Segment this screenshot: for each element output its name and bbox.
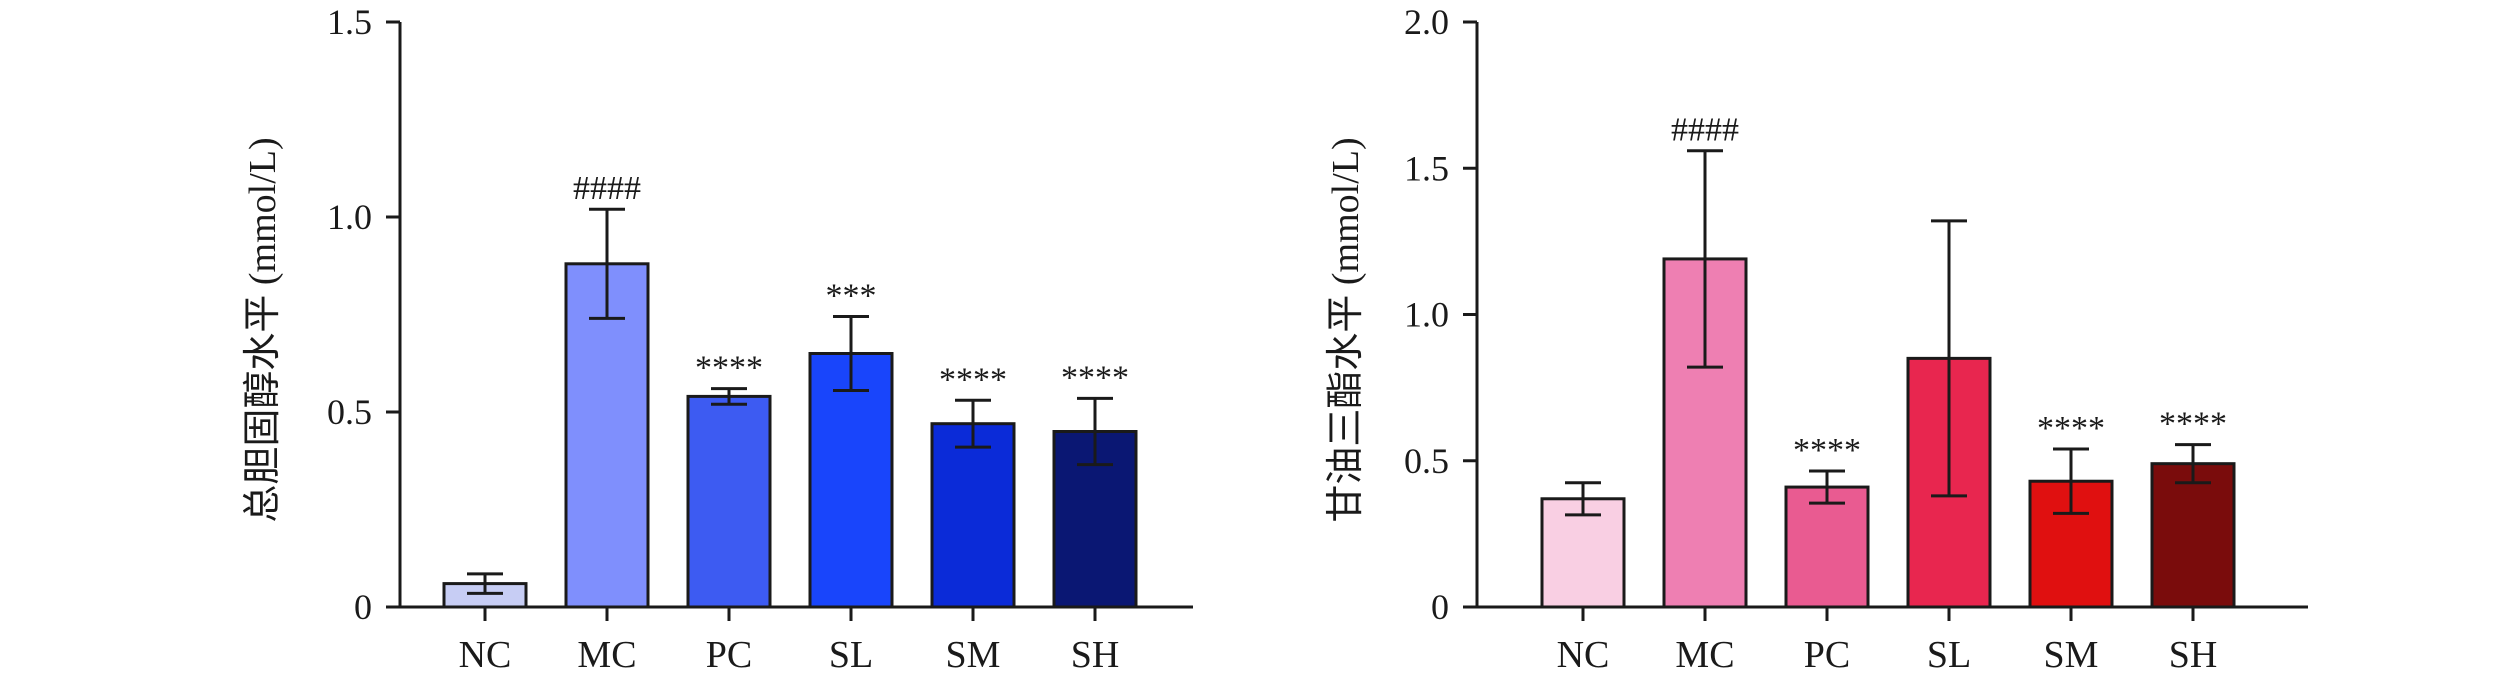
x-tick-label: SM	[946, 634, 1001, 676]
bar-mc	[564, 262, 650, 609]
bar-pc	[1784, 485, 1870, 609]
x-tick-label: SL	[1927, 634, 1971, 676]
bar-sm	[930, 422, 1016, 609]
significance-label: ####	[573, 170, 641, 207]
y-tick-label: 1.0	[327, 197, 372, 237]
significance-label: ****	[939, 361, 1007, 398]
significance-label: ####	[1671, 112, 1739, 149]
significance-label: ****	[1061, 359, 1129, 396]
bar-nc	[1540, 497, 1626, 609]
chart-total-cholesterol: 总胆固醇水平 (mmol/L) 00.51.01.5NC MC####PC****…	[242, 2, 1193, 676]
x-tick-label: SH	[1071, 634, 1120, 676]
significance-label: ****	[695, 350, 763, 387]
y-tick-label: 1.0	[1404, 295, 1449, 335]
y-tick-label: 0	[1431, 587, 1449, 627]
chart-triglyceride: 甘油三酯水平 (mmol/L) 0 0.5 1.0 1.5 2.0 NC MC #### PC *…	[1325, 2, 2308, 676]
x-tick-label: NC	[459, 634, 512, 676]
x-tick-label: SH	[2169, 634, 2218, 676]
y-tick-label: 1.5	[327, 2, 372, 42]
y-tick-label: 1.5	[1404, 148, 1449, 188]
x-tick-label: NC	[1557, 634, 1610, 676]
x-tick-label: MC	[577, 634, 636, 676]
bar-sl	[808, 352, 894, 609]
y-axis-label: 甘油三酯水平 (mmol/L)	[1325, 137, 1367, 522]
x-tick-label: PC	[706, 634, 752, 676]
x-tick-label: SM	[2044, 634, 2099, 676]
y-axis-label: 总胆固醇水平 (mmol/L)	[242, 137, 284, 522]
x-tick-label: MC	[1675, 634, 1734, 676]
significance-label: ***	[826, 277, 877, 314]
significance-label: ****	[1793, 432, 1861, 469]
y-tick-label: 0	[354, 587, 372, 627]
y-tick-label: 0.5	[1404, 441, 1449, 481]
y-tick-label: 2.0	[1404, 2, 1449, 42]
significance-label: ****	[2159, 406, 2227, 443]
bar-sh	[2150, 462, 2236, 609]
x-tick-label: PC	[1804, 634, 1850, 676]
x-tick-label: SL	[829, 634, 873, 676]
significance-label: ****	[2037, 410, 2105, 447]
bar-pc	[686, 394, 772, 609]
y-tick-label: 0.5	[327, 392, 372, 432]
